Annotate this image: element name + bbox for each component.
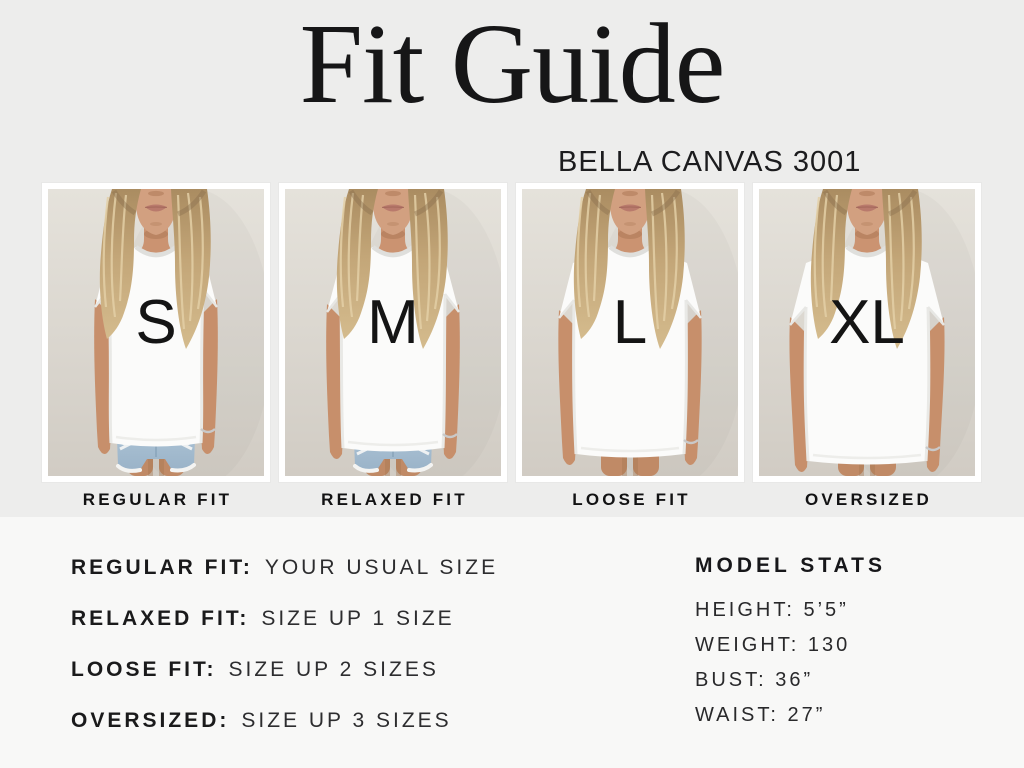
fit-label: LOOSE FIT [572, 490, 691, 509]
model-photo: S [48, 189, 264, 476]
photo-frame: M [279, 183, 507, 482]
fit-rule-regular: REGULAR FIT: YOUR USUAL SIZE [71, 556, 498, 579]
shirt-size-letter: L [612, 288, 648, 357]
fit-rule-label: REGULAR FIT: [71, 556, 253, 579]
fit-rule-value: SIZE UP 2 SIZES [228, 658, 439, 681]
stat-row-weight: WEIGHT: 130 [695, 634, 851, 656]
shirt-size-letter: S [135, 288, 177, 357]
fit-rule-value: YOUR USUAL SIZE [264, 556, 499, 579]
fit-label: OVERSIZED [804, 490, 933, 509]
model-photo: M [285, 189, 501, 476]
fit-rule-relaxed: RELAXED FIT: SIZE UP 1 SIZE [71, 607, 498, 630]
size-card-m: M RELAXED FIT [279, 183, 507, 510]
fit-rule-loose: LOOSE FIT: SIZE UP 2 SIZES [71, 658, 498, 681]
fit-rule-label: OVERSIZED: [71, 709, 230, 732]
stat-row-waist: WAIST: 27” [695, 704, 826, 726]
photo-frame: L [516, 183, 744, 482]
shirt-size-letter: M [367, 288, 419, 357]
model-illustration [759, 189, 975, 476]
fit-rule-value: SIZE UP 1 SIZE [261, 607, 455, 630]
model-illustration [48, 189, 264, 476]
size-cards: S REGULAR FIT M RELAXED FIT [42, 183, 982, 510]
fit-rules: REGULAR FIT: YOUR USUAL SIZE RELAXED FIT:… [71, 556, 498, 760]
model-illustration [285, 189, 501, 476]
model-stats-heading: MODEL STATS [695, 554, 886, 577]
size-card-s: S REGULAR FIT [42, 183, 270, 510]
top-section: Fit Guide BELLA CANVAS 3001 S REGULAR FI… [42, 0, 982, 510]
fit-label: REGULAR FIT [82, 490, 233, 509]
fit-rule-label: LOOSE FIT: [71, 658, 217, 681]
size-card-xl: XL OVERSIZED [753, 183, 981, 510]
stat-row-height: HEIGHT: 5’5” [695, 599, 849, 621]
legend-section: REGULAR FIT: YOUR USUAL SIZE RELAXED FIT:… [0, 517, 1024, 768]
photo-frame: XL [753, 183, 981, 482]
fit-rule-label: RELAXED FIT: [71, 607, 250, 630]
fit-rule-oversized: OVERSIZED: SIZE UP 3 SIZES [71, 709, 498, 732]
model-photo: L [522, 189, 738, 476]
shirt-size-letter: XL [829, 288, 905, 357]
photo-frame: S [42, 183, 270, 482]
stat-row-bust: BUST: 36” [695, 669, 814, 691]
page-title: Fit Guide [299, 0, 726, 127]
brand-subtitle: BELLA CANVAS 3001 [558, 146, 862, 178]
model-stats: MODEL STATS HEIGHT: 5’5” WEIGHT: 130 BUS… [695, 554, 886, 733]
size-card-l: L LOOSE FIT [516, 183, 744, 510]
model-illustration [522, 189, 738, 476]
model-photo: XL [759, 189, 975, 476]
fit-label: RELAXED FIT [321, 490, 468, 509]
fit-rule-value: SIZE UP 3 SIZES [241, 709, 452, 732]
